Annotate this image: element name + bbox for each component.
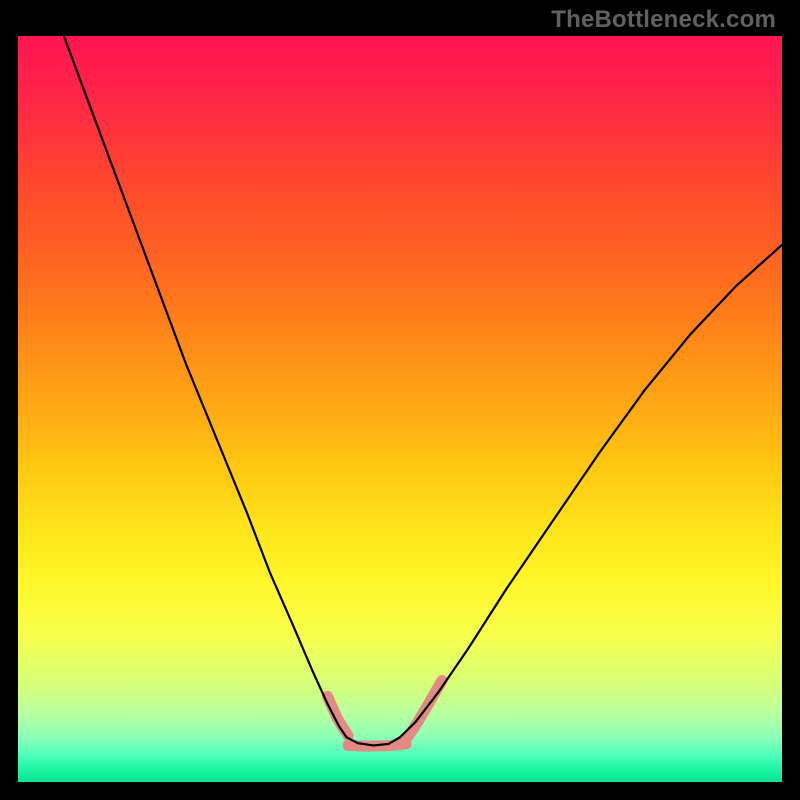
bottleneck-chart [0, 0, 800, 800]
chart-frame: TheBottleneck.com [0, 0, 800, 800]
watermark-text: TheBottleneck.com [551, 6, 776, 34]
gradient-background [18, 36, 782, 782]
